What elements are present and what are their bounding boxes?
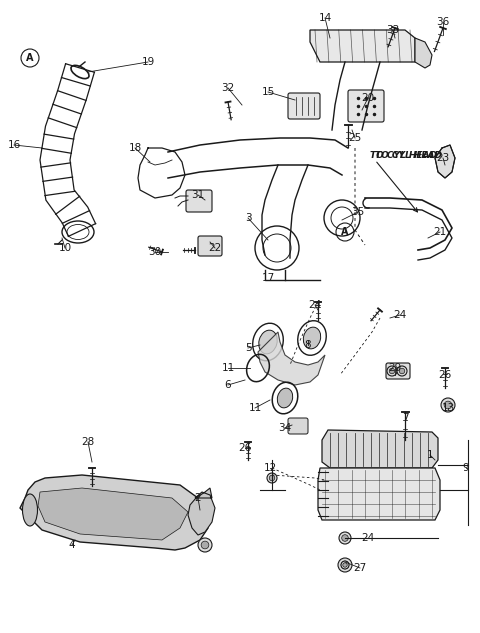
Text: 28: 28 bbox=[82, 437, 95, 447]
FancyBboxPatch shape bbox=[386, 363, 410, 379]
FancyBboxPatch shape bbox=[288, 93, 320, 119]
FancyBboxPatch shape bbox=[198, 236, 222, 256]
Text: 26: 26 bbox=[239, 443, 252, 453]
Circle shape bbox=[343, 563, 347, 567]
Circle shape bbox=[267, 473, 277, 483]
Circle shape bbox=[389, 368, 395, 373]
Text: 5: 5 bbox=[245, 343, 252, 353]
Circle shape bbox=[444, 401, 452, 409]
Text: 2: 2 bbox=[195, 493, 201, 503]
Text: 6: 6 bbox=[225, 380, 231, 390]
Circle shape bbox=[269, 475, 275, 480]
Polygon shape bbox=[415, 38, 432, 68]
Text: 33: 33 bbox=[386, 25, 400, 35]
Polygon shape bbox=[310, 30, 415, 62]
Polygon shape bbox=[20, 475, 208, 550]
Text: A: A bbox=[26, 53, 34, 63]
Text: TO CYL HEAD: TO CYL HEAD bbox=[375, 151, 442, 160]
Text: 7: 7 bbox=[402, 413, 408, 423]
Ellipse shape bbox=[259, 330, 277, 354]
FancyBboxPatch shape bbox=[348, 90, 384, 122]
Text: 35: 35 bbox=[351, 207, 365, 217]
Text: 14: 14 bbox=[318, 13, 332, 23]
Circle shape bbox=[387, 366, 397, 376]
Circle shape bbox=[399, 368, 405, 373]
Polygon shape bbox=[318, 468, 440, 520]
Text: 19: 19 bbox=[142, 57, 155, 67]
Text: 34: 34 bbox=[278, 423, 292, 433]
Circle shape bbox=[201, 541, 209, 549]
Circle shape bbox=[397, 366, 407, 376]
Text: 36: 36 bbox=[436, 17, 450, 27]
Text: 1: 1 bbox=[427, 450, 433, 460]
Text: 23: 23 bbox=[436, 153, 450, 163]
Text: 18: 18 bbox=[128, 143, 142, 153]
Text: 3: 3 bbox=[245, 213, 252, 223]
FancyBboxPatch shape bbox=[288, 418, 308, 434]
Text: TO CYL HEAD: TO CYL HEAD bbox=[370, 151, 437, 160]
Text: 24: 24 bbox=[361, 533, 374, 543]
Text: 24: 24 bbox=[308, 300, 322, 310]
Polygon shape bbox=[435, 145, 455, 178]
Circle shape bbox=[441, 398, 455, 412]
Text: 30: 30 bbox=[148, 247, 162, 257]
Circle shape bbox=[198, 538, 212, 552]
Text: 31: 31 bbox=[192, 190, 204, 200]
Text: 24: 24 bbox=[394, 310, 407, 320]
Text: A: A bbox=[341, 227, 349, 237]
Text: 10: 10 bbox=[59, 243, 72, 253]
Circle shape bbox=[338, 558, 352, 572]
Polygon shape bbox=[38, 488, 188, 540]
Text: 27: 27 bbox=[353, 563, 367, 573]
Text: 4: 4 bbox=[69, 540, 75, 550]
Text: 11: 11 bbox=[221, 363, 235, 373]
Text: 13: 13 bbox=[442, 403, 455, 413]
Text: 15: 15 bbox=[262, 87, 275, 97]
Circle shape bbox=[341, 561, 349, 569]
Circle shape bbox=[342, 535, 348, 541]
Text: 25: 25 bbox=[348, 133, 361, 143]
FancyBboxPatch shape bbox=[186, 190, 212, 212]
Text: 29: 29 bbox=[388, 363, 402, 373]
Ellipse shape bbox=[303, 327, 321, 349]
Text: 21: 21 bbox=[433, 227, 446, 237]
Circle shape bbox=[339, 532, 351, 544]
Text: 9: 9 bbox=[463, 463, 469, 473]
Text: 26: 26 bbox=[438, 370, 452, 380]
Ellipse shape bbox=[23, 494, 37, 526]
Text: 17: 17 bbox=[262, 273, 275, 283]
Ellipse shape bbox=[277, 388, 293, 408]
Polygon shape bbox=[322, 430, 438, 468]
Text: 32: 32 bbox=[221, 83, 235, 93]
Text: 16: 16 bbox=[7, 140, 21, 150]
Polygon shape bbox=[188, 488, 215, 535]
Text: 12: 12 bbox=[264, 463, 276, 473]
Text: 22: 22 bbox=[208, 243, 222, 253]
Text: 11: 11 bbox=[248, 403, 262, 413]
Text: 20: 20 bbox=[361, 93, 374, 103]
Text: 8: 8 bbox=[305, 340, 312, 350]
Polygon shape bbox=[258, 332, 325, 385]
Circle shape bbox=[341, 561, 349, 569]
